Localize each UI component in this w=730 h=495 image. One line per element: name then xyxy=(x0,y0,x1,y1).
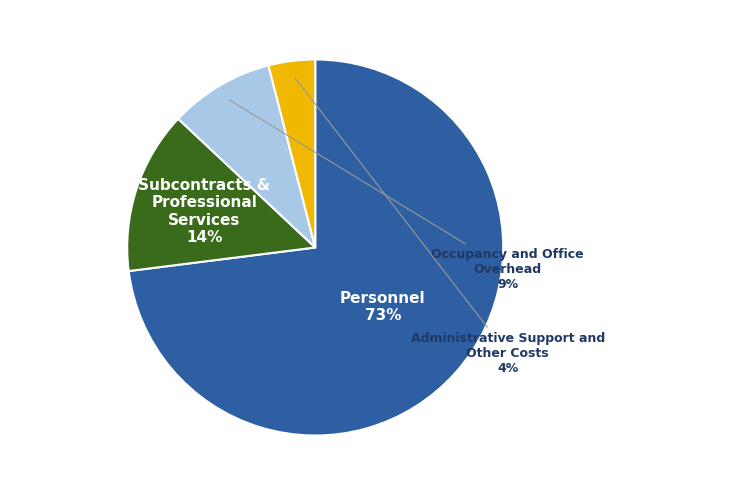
Text: Personnel
73%: Personnel 73% xyxy=(340,291,426,323)
Wedge shape xyxy=(127,119,315,271)
Text: Occupancy and Office
Overhead
9%: Occupancy and Office Overhead 9% xyxy=(229,100,584,291)
Text: Subcontracts &
Professional
Services
14%: Subcontracts & Professional Services 14% xyxy=(138,178,270,245)
Wedge shape xyxy=(269,59,315,248)
Wedge shape xyxy=(128,59,503,436)
Wedge shape xyxy=(178,65,315,248)
Text: Administrative Support and
Other Costs
4%: Administrative Support and Other Costs 4… xyxy=(295,78,605,375)
